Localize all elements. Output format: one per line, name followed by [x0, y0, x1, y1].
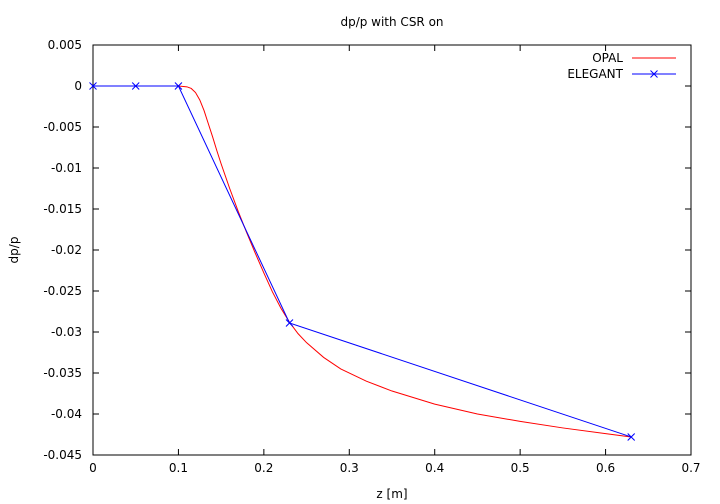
- chart-title: dp/p with CSR on: [340, 15, 443, 29]
- y-tick-label: -0.04: [51, 407, 82, 421]
- marker-stroke: [174, 82, 183, 90]
- legend-label-opal: OPAL: [592, 51, 623, 65]
- plot-area: [92, 44, 692, 456]
- x-tick-label: 0.3: [340, 461, 359, 475]
- marker-stroke: [627, 433, 636, 441]
- legend-marker-elegant: [650, 70, 658, 78]
- x-tick-label: 0.2: [254, 461, 273, 475]
- elegant-point: [89, 82, 97, 90]
- legend: OPAL ELEGANT: [567, 51, 676, 81]
- x-axis: 0 0.1 0.2 0.3 0.4 0.5 0.6 0.7: [89, 45, 701, 475]
- opal-line: [93, 85, 632, 438]
- x-tick-label: 0: [89, 461, 97, 475]
- x-tick-label: 0.4: [425, 461, 444, 475]
- y-axis-label: dp/p: [7, 237, 21, 264]
- y-tick-label: 0: [74, 79, 82, 93]
- elegant-point: [627, 433, 636, 441]
- y-axis: 0.005 0 -0.005 -0.01 -0.015 -0.02 -0.025 -0.03 -…: [43, 38, 691, 462]
- marker-stroke: [285, 319, 294, 327]
- y-tick-label: -0.005: [43, 120, 82, 134]
- legend-label-elegant: ELEGANT: [567, 67, 623, 81]
- x-tick-label: 0.7: [681, 461, 700, 475]
- y-tick-label: -0.025: [43, 284, 82, 298]
- y-tick-label: -0.02: [51, 243, 82, 257]
- y-tick-label: -0.015: [43, 202, 82, 216]
- y-tick-label: -0.01: [51, 161, 82, 175]
- y-tick-label: -0.03: [51, 325, 82, 339]
- y-tick-label: 0.005: [48, 38, 82, 52]
- marker-stroke: [131, 82, 140, 90]
- elegant-point: [174, 82, 183, 90]
- x-tick-label: 0.5: [511, 461, 530, 475]
- elegant-point: [285, 319, 294, 327]
- elegant-line: [93, 85, 632, 438]
- x-axis-label: z [m]: [376, 487, 407, 501]
- marker-stroke: [650, 70, 658, 78]
- marker-stroke: [89, 82, 97, 90]
- x-tick-label: 0.1: [169, 461, 188, 475]
- y-tick-label: -0.035: [43, 366, 82, 380]
- y-tick-label: -0.045: [43, 448, 82, 462]
- plot-frame: [92, 44, 692, 456]
- series-layer: [89, 82, 636, 441]
- x-tick-label: 0.6: [596, 461, 615, 475]
- elegant-point: [131, 82, 140, 90]
